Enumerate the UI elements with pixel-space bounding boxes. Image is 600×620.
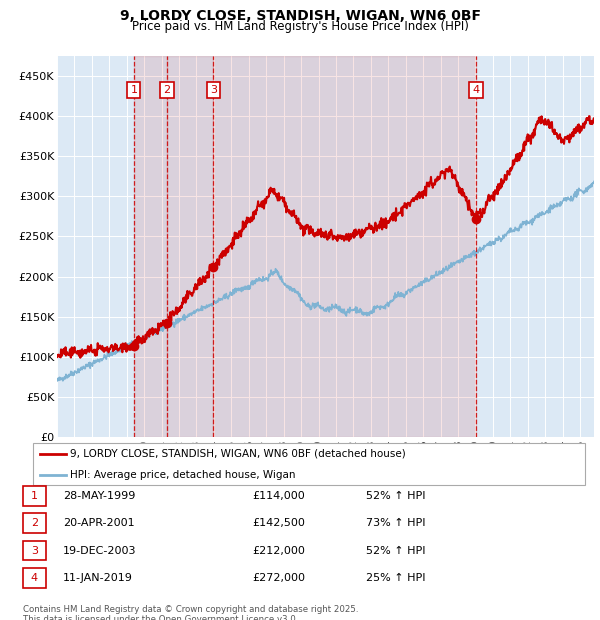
Text: Contains HM Land Registry data © Crown copyright and database right 2025.
This d: Contains HM Land Registry data © Crown c… (23, 604, 358, 620)
Text: £212,000: £212,000 (252, 546, 305, 556)
Text: £114,000: £114,000 (252, 491, 305, 501)
Text: 20-APR-2001: 20-APR-2001 (63, 518, 134, 528)
Text: 4: 4 (472, 86, 479, 95)
Text: 1: 1 (31, 491, 38, 501)
Text: 52% ↑ HPI: 52% ↑ HPI (366, 491, 425, 501)
Text: £272,000: £272,000 (252, 573, 305, 583)
Text: 25% ↑ HPI: 25% ↑ HPI (366, 573, 425, 583)
Text: 9, LORDY CLOSE, STANDISH, WIGAN, WN6 0BF: 9, LORDY CLOSE, STANDISH, WIGAN, WN6 0BF (119, 9, 481, 24)
Text: 52% ↑ HPI: 52% ↑ HPI (366, 546, 425, 556)
Text: 11-JAN-2019: 11-JAN-2019 (63, 573, 133, 583)
Text: £142,500: £142,500 (252, 518, 305, 528)
Bar (213, 56, 476, 437)
Text: 9, LORDY CLOSE, STANDISH, WIGAN, WN6 0BF (detached house): 9, LORDY CLOSE, STANDISH, WIGAN, WN6 0BF… (70, 449, 406, 459)
Bar (167, 56, 213, 437)
Text: 19-DEC-2003: 19-DEC-2003 (63, 546, 137, 556)
Text: 1: 1 (130, 86, 137, 95)
Text: 28-MAY-1999: 28-MAY-1999 (63, 491, 136, 501)
Text: 3: 3 (210, 86, 217, 95)
Text: Price paid vs. HM Land Registry's House Price Index (HPI): Price paid vs. HM Land Registry's House … (131, 20, 469, 33)
Text: HPI: Average price, detached house, Wigan: HPI: Average price, detached house, Wiga… (70, 470, 296, 480)
Text: 2: 2 (163, 86, 170, 95)
Bar (134, 56, 167, 437)
Text: 73% ↑ HPI: 73% ↑ HPI (366, 518, 425, 528)
Text: 4: 4 (31, 573, 38, 583)
Text: 3: 3 (31, 546, 38, 556)
Text: 2: 2 (31, 518, 38, 528)
